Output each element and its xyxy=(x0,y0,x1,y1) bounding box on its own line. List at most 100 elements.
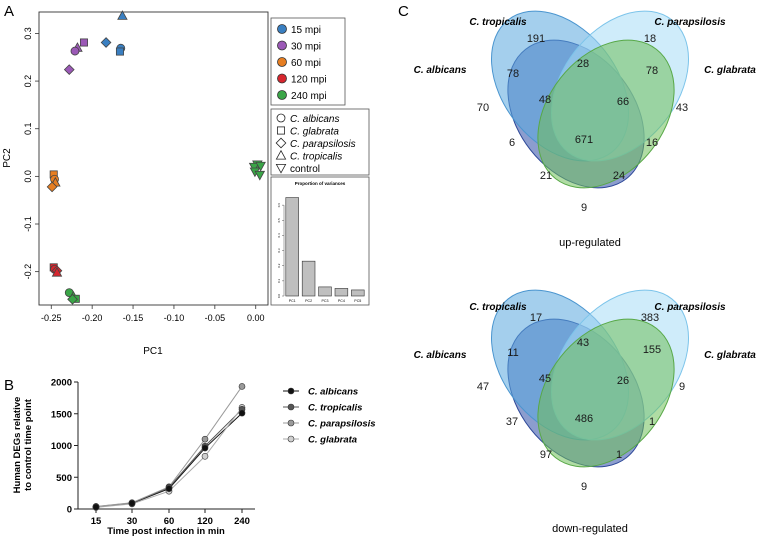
pca-y-tick-label: -0.1 xyxy=(23,216,33,232)
line-legend-swatch-c-glabrata xyxy=(287,435,295,443)
variance-y-tick-label: 0.3 xyxy=(277,248,281,253)
species-legend-icon-c-parapsilosis xyxy=(275,137,287,149)
venn-up-region-tp: 28 xyxy=(577,58,589,70)
time-legend-swatch-240-mpi xyxy=(277,90,287,100)
pca-point-15-mpi-c-parapsilosis xyxy=(100,37,112,48)
pca-point-120-mpi-c-tropicalis xyxy=(51,266,63,277)
venn-up-glabrata-label: C. glabrata xyxy=(704,65,756,76)
line-point-c-glabrata-120 xyxy=(201,452,209,460)
venn-up-region-g: 43 xyxy=(676,102,688,114)
venn-down-title: down-regulated xyxy=(552,523,628,535)
venn-up-region-p: 18 xyxy=(644,33,656,45)
venn-up-region-tg: 16 xyxy=(646,137,658,149)
pca-point-60-mpi-c-parapsilosis xyxy=(46,181,58,193)
pca-x-tick-label: -0.05 xyxy=(205,313,226,323)
pca-point-control-control xyxy=(255,161,266,172)
venn-down-region-atg: 1 xyxy=(616,449,622,461)
venn-down-region-atp: 45 xyxy=(539,373,551,385)
variance-bar-label-pc4: PC4 xyxy=(338,299,345,303)
venn-up-region-ag: 9 xyxy=(581,202,587,214)
variance-bar-label-pc3: PC3 xyxy=(322,299,329,303)
venn-down-region-t: 17 xyxy=(530,312,542,324)
venn-down-region-tg: 1 xyxy=(649,416,655,428)
line-y-tick-label: 0 xyxy=(67,505,72,516)
venn-down-region-p: 383 xyxy=(641,312,659,324)
venn-down-albicans-label: C. albicans xyxy=(414,350,467,361)
time-legend-label-240-mpi: 240 mpi xyxy=(291,91,327,102)
pca-scatter-chart: -0.25 -0.20 -0.15 -0.10 -0.05 0.00 -0.2 -0.1 0.… xyxy=(2,10,269,357)
line-point-c-albicans-30 xyxy=(128,499,136,507)
pca-point-15-mpi-c-tropicalis xyxy=(117,10,128,20)
species-legend-icon-control xyxy=(275,163,287,174)
venn-up-region-at: 78 xyxy=(507,68,519,80)
pca-x-axis: -0.25 -0.20 -0.15 -0.10 -0.05 0.00 xyxy=(41,305,264,323)
line-x-tick-label-60: 60 xyxy=(164,516,175,527)
line-legend-swatch-c-albicans xyxy=(287,387,295,395)
variance-inset-title: Proportion of variances xyxy=(295,181,346,186)
venn-down-glabrata-set xyxy=(537,318,675,468)
venn-up-albicans-label: C. albicans xyxy=(414,65,467,76)
time-legend-label-15-mpi: 15 mpi xyxy=(291,25,321,36)
pca-point-control-control xyxy=(248,162,260,173)
time-legend: 15 mpi 30 mpi 60 mpi 120 mpi 240 mpi xyxy=(270,17,346,106)
time-legend-label-120-mpi: 120 mpi xyxy=(291,75,327,86)
pca-x-tick-label: -0.25 xyxy=(41,313,62,323)
line-legend-swatch-c-tropicalis xyxy=(287,403,295,411)
variance-bar-label-pc2: PC2 xyxy=(305,299,312,303)
pca-point-240-mpi-c-parapsilosis xyxy=(67,293,78,305)
pca-point-control-control xyxy=(254,170,266,181)
venn-down-region-ap: 37 xyxy=(506,416,518,428)
line-point-c-parapsilosis-120 xyxy=(201,435,209,443)
line-legend-swatch-c-parapsilosis xyxy=(287,419,295,427)
time-legend-swatch-15-mpi xyxy=(277,24,287,34)
panel-label-c: C xyxy=(398,3,409,20)
venn-up-region-tpg: 66 xyxy=(617,96,629,108)
line-point-c-albicans-15 xyxy=(92,503,100,511)
line-x-label: Time post infection in min xyxy=(107,526,225,537)
species-legend-label-c-glabrata: C. glabrata xyxy=(290,127,339,138)
pca-y-tick-label: -0.2 xyxy=(23,264,33,280)
variance-y-tick-label: 0.1 xyxy=(277,278,281,283)
variance-y-tick-label: 0.6 xyxy=(277,203,281,208)
venn-down-region-a: 47 xyxy=(477,381,489,393)
pca-x-tick-label: -0.20 xyxy=(82,313,103,323)
venn-down-region-pg: 155 xyxy=(643,344,661,356)
line-x-tick-label-15: 15 xyxy=(91,516,102,527)
venn-up: C. albicans C. tropicalis C. parapsilosi… xyxy=(414,10,756,249)
venn-down-region-atpg: 486 xyxy=(575,413,593,425)
pca-y-label: PC2 xyxy=(2,148,13,168)
panel-label-a: A xyxy=(4,3,14,20)
line-point-c-albicans-60 xyxy=(165,485,173,492)
line-legend-label-c-glabrata: C. glabrata xyxy=(308,435,357,446)
line-y-tick-label: 1000 xyxy=(51,441,72,452)
venn-up-region-pg: 78 xyxy=(646,65,658,77)
venn-up-region-t: 191 xyxy=(527,33,545,45)
species-legend-label-c-albicans: C. albicans xyxy=(290,114,339,125)
venn-down-region-tp: 43 xyxy=(577,337,589,349)
pca-point-30-mpi-c-albicans xyxy=(70,46,80,56)
variance-bar-pc5 xyxy=(351,289,365,297)
pca-point-30-mpi-c-parapsilosis xyxy=(63,64,75,76)
venn-down-glabrata-label: C. glabrata xyxy=(704,350,756,361)
line-legend-label-c-albicans: C. albicans xyxy=(308,387,358,398)
species-legend-box xyxy=(270,108,370,176)
line-y-tick-label: 1500 xyxy=(51,409,72,420)
line-x-tick-label-240: 240 xyxy=(234,516,250,527)
venn-up-region-apg: 21 xyxy=(540,170,552,182)
deg-line-chart: 0 500 1000 1500 2000 15 30 60 120 240 Time post … xyxy=(12,378,376,538)
time-legend-label-60-mpi: 60 mpi xyxy=(291,58,321,69)
species-legend-label-control: control xyxy=(290,164,320,175)
species-legend-icon-c-tropicalis xyxy=(275,149,287,160)
variance-bar-pc2 xyxy=(301,260,316,297)
venn-down: C. albicans C. tropicalis C. parapsilosi… xyxy=(414,289,756,535)
pca-y-tick-label: 0.0 xyxy=(23,170,33,183)
venn-down-region-g: 9 xyxy=(679,381,685,393)
pca-point-30-mpi-c-glabrata xyxy=(79,38,88,47)
pca-x-tick-label: 0.00 xyxy=(247,313,265,323)
pca-y-tick-label: 0.1 xyxy=(23,122,33,135)
line-y-label: Human DEGs relativeto control time point xyxy=(12,397,34,494)
venn-down-region-apg: 97 xyxy=(540,449,552,461)
pca-x-label: PC1 xyxy=(143,346,163,357)
line-point-c-albicans-240 xyxy=(238,409,246,417)
